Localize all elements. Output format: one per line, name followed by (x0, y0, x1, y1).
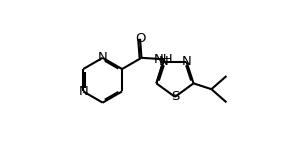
Text: N: N (182, 55, 191, 68)
Text: N: N (78, 85, 88, 98)
Text: NH: NH (154, 53, 174, 66)
Text: O: O (135, 32, 145, 45)
Text: N: N (159, 55, 168, 68)
Text: S: S (171, 90, 179, 103)
Text: N: N (98, 51, 107, 64)
